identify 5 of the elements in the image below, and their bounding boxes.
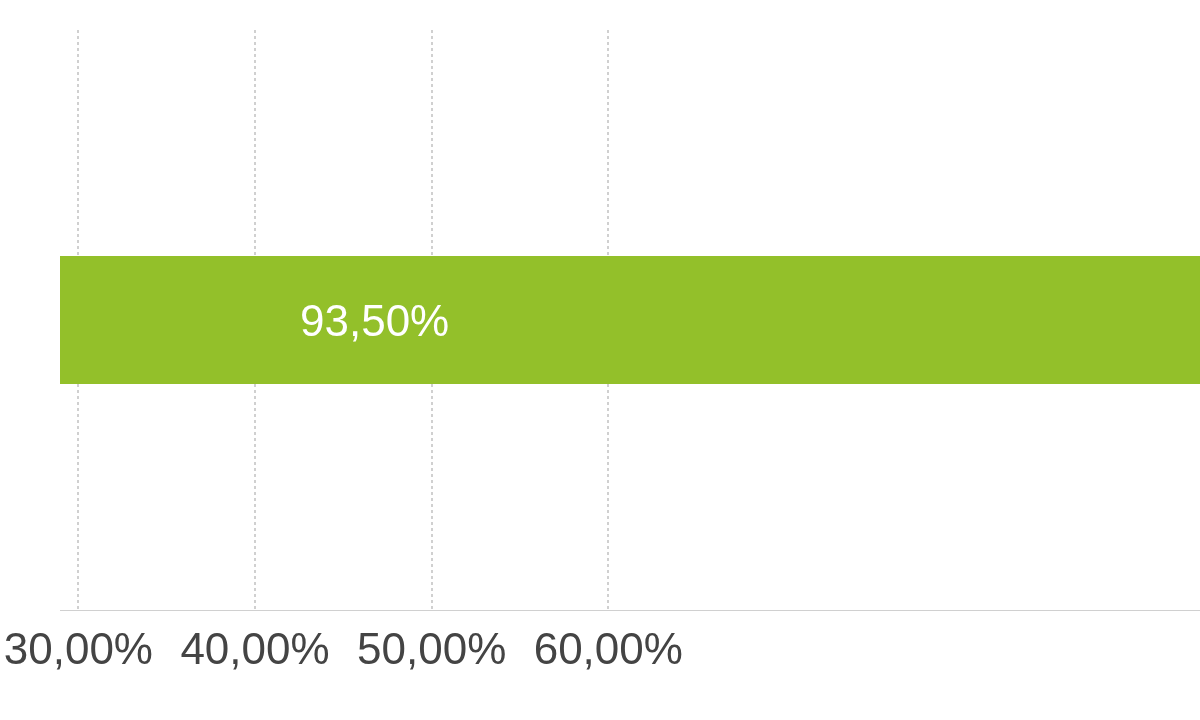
x-tick-label: 60,00% (533, 623, 683, 673)
x-tick-label: 30,00% (3, 623, 153, 673)
data-label: 93,50% (300, 296, 450, 345)
x-tick-label: 50,00% (357, 623, 507, 673)
x-tick-label: 40,00% (180, 623, 330, 673)
